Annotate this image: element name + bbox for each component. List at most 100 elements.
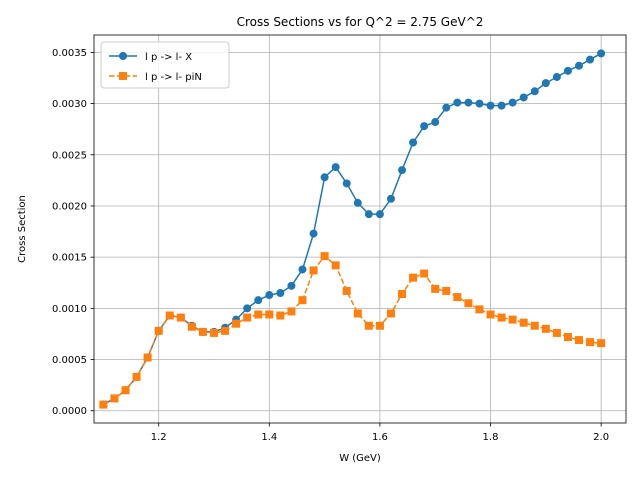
- data-point: [375, 321, 384, 330]
- data-point: [176, 313, 185, 322]
- grid: [94, 35, 626, 423]
- data-point: [409, 138, 418, 147]
- data-point: [563, 66, 572, 75]
- data-point: [530, 321, 539, 330]
- data-point: [154, 326, 163, 335]
- data-point: [386, 309, 395, 318]
- y-tick-label: 0.0025: [52, 150, 87, 161]
- data-point: [121, 386, 130, 395]
- data-point: [586, 55, 595, 64]
- data-point: [287, 281, 296, 290]
- data-point: [210, 328, 219, 337]
- y-tick-label: 0.0030: [52, 99, 87, 110]
- data-point: [243, 304, 252, 313]
- data-point: [442, 286, 451, 295]
- data-point: [132, 372, 141, 381]
- data-point: [586, 338, 595, 347]
- data-point: [309, 266, 318, 275]
- data-point: [320, 173, 329, 182]
- data-point: [331, 163, 340, 172]
- data-point: [254, 310, 263, 319]
- data-point: [563, 333, 572, 342]
- x-tick-label: 1.4: [261, 432, 277, 443]
- series-pin: [99, 252, 606, 409]
- y-tick-label: 0.0035: [52, 48, 87, 59]
- data-point: [298, 265, 307, 274]
- data-point: [464, 98, 473, 107]
- legend-label: l p -> l- X: [145, 52, 192, 63]
- data-point: [232, 319, 241, 328]
- data-point: [475, 305, 484, 314]
- data-point: [165, 311, 174, 320]
- data-point: [353, 309, 362, 318]
- data-point: [431, 118, 440, 127]
- data-point: [320, 252, 329, 261]
- data-point: [453, 98, 462, 107]
- data-point: [508, 98, 517, 107]
- data-point: [331, 261, 340, 270]
- data-point: [364, 210, 373, 219]
- data-point: [143, 353, 152, 362]
- axis-ticks: 1.2 1.4 1.6 1.8 2.0 0.0000 0.0005 0.0010 0.0015 0…: [52, 48, 609, 443]
- plot-series: [99, 49, 606, 409]
- data-point: [519, 318, 528, 327]
- data-point: [110, 394, 119, 403]
- data-point: [475, 99, 484, 108]
- data-point: [541, 79, 550, 88]
- data-point: [486, 101, 495, 110]
- series-line: [103, 255, 602, 406]
- y-tick-label: 0.0020: [52, 201, 87, 212]
- data-point: [597, 49, 606, 58]
- data-point: [519, 93, 528, 102]
- data-point: [287, 307, 296, 316]
- x-tick-label: 1.8: [483, 432, 499, 443]
- y-tick-label: 0.0005: [52, 355, 87, 366]
- data-point: [364, 321, 373, 330]
- x-tick-label: 1.2: [151, 432, 167, 443]
- y-tick-label: 0.0000: [52, 406, 87, 417]
- data-point: [375, 210, 384, 219]
- data-point: [353, 198, 362, 207]
- x-tick-label: 1.6: [372, 432, 388, 443]
- data-point: [486, 310, 495, 319]
- y-tick-label: 0.0015: [52, 253, 87, 264]
- legend: l p -> l- X l p -> l- piN: [100, 41, 230, 89]
- data-point: [265, 310, 274, 319]
- data-point: [409, 273, 418, 282]
- plot-frame: [93, 34, 627, 424]
- y-tick-label: 0.0010: [52, 304, 87, 315]
- data-point: [541, 324, 550, 333]
- data-point: [508, 315, 517, 324]
- data-point: [99, 400, 108, 409]
- data-point: [276, 311, 285, 320]
- data-point: [431, 284, 440, 293]
- data-point: [552, 328, 561, 337]
- data-point: [309, 229, 318, 238]
- data-point: [574, 336, 583, 345]
- x-tick-label: 2.0: [593, 432, 609, 443]
- data-point: [187, 322, 196, 331]
- data-point: [221, 326, 230, 335]
- legend-marker: [119, 52, 127, 60]
- data-point: [398, 166, 407, 175]
- data-point: [552, 72, 561, 81]
- data-point: [342, 179, 351, 188]
- data-point: [398, 290, 407, 299]
- data-point: [254, 296, 263, 305]
- data-point: [386, 194, 395, 203]
- data-point: [530, 87, 539, 96]
- data-point: [420, 269, 429, 278]
- data-point: [597, 339, 606, 348]
- legend-marker: [119, 72, 127, 80]
- x-axis-label: W (GeV): [339, 453, 381, 464]
- data-point: [464, 299, 473, 308]
- data-point: [243, 313, 252, 322]
- data-point: [342, 286, 351, 295]
- data-point: [574, 61, 583, 70]
- data-point: [497, 101, 506, 110]
- data-point: [420, 122, 429, 131]
- legend-label: l p -> l- piN: [145, 72, 202, 83]
- data-point: [198, 327, 207, 336]
